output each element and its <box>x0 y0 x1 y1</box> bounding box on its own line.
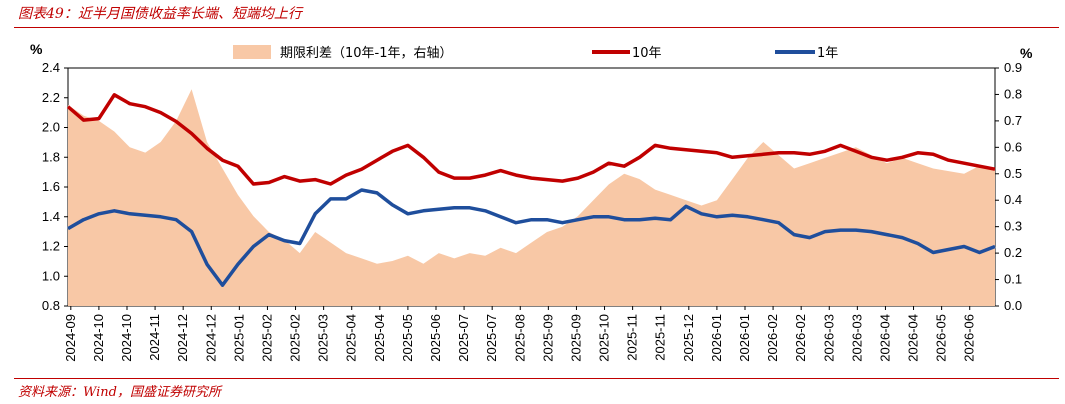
x-tick-label: 2024-11 <box>147 314 162 361</box>
right-tick-label: 0.8 <box>1004 86 1022 101</box>
left-tick-label: 1.2 <box>42 239 60 254</box>
x-tick-label: 2025-05 <box>400 314 415 362</box>
x-tick-label: 2025-01 <box>231 314 246 362</box>
x-tick-label: 2024-12 <box>175 314 190 362</box>
x-tick-label: 2025-03 <box>316 314 331 362</box>
chart-caption: 图表49：近半月国债收益率长端、短端均上行 <box>18 6 302 22</box>
x-tick-label: 2025-11 <box>653 314 668 361</box>
bottom-rule <box>14 378 1059 379</box>
left-tick-label: 2.0 <box>42 120 60 135</box>
x-tick-label: 2025-07 <box>456 314 471 362</box>
left-tick-label: 1.6 <box>42 179 60 194</box>
right-tick-label: 0.6 <box>1004 139 1022 154</box>
legend-swatch-spread <box>233 45 271 59</box>
spread-area <box>68 89 995 306</box>
right-tick-label: 0.0 <box>1004 298 1022 313</box>
legend-label-spread: 期限利差（10年-1年，右轴） <box>280 46 453 61</box>
right-tick-label: 0.5 <box>1004 166 1022 181</box>
x-tick-label: 2025-02 <box>288 314 303 362</box>
x-tick-label: 2024-10 <box>119 314 134 362</box>
x-tick-label: 2026-05 <box>934 314 949 362</box>
x-tick-label: 2026-06 <box>962 314 977 362</box>
x-tick-label: 2025-12 <box>681 314 696 362</box>
right-tick-label: 0.9 <box>1004 60 1022 75</box>
x-tick-label: 2025-10 <box>597 314 612 362</box>
x-tick-label: 2024-12 <box>203 314 218 362</box>
x-tick-label: 2024-09 <box>63 314 78 362</box>
left-tick-label: 1.4 <box>42 209 60 224</box>
right-tick-label: 0.7 <box>1004 113 1022 128</box>
x-tick-label: 2025-02 <box>259 314 274 362</box>
right-tick-label: 0.4 <box>1004 192 1022 207</box>
legend: 期限利差（10年-1年，右轴） 10年 1年 <box>233 45 838 61</box>
x-tick-label: 2025-09 <box>568 314 583 362</box>
x-tick-label: 2026-01 <box>737 314 752 362</box>
x-tick-label: 2025-04 <box>344 314 359 362</box>
right-tick-label: 0.3 <box>1004 219 1022 234</box>
x-tick-label: 2026-03 <box>849 314 864 362</box>
x-tick-label: 2026-01 <box>709 314 724 362</box>
series-line-10y <box>66 93 996 186</box>
x-tick-label: 2026-04 <box>877 314 892 362</box>
left-tick-label: 1.8 <box>42 149 60 164</box>
x-tick-label: 2025-06 <box>428 314 443 362</box>
x-tick-label: 2025-08 <box>512 314 527 362</box>
x-tick-label: 2025-07 <box>484 314 499 362</box>
source-note: 资料来源：Wind，国盛证券研究所 <box>18 385 221 400</box>
x-tick-label: 2024-10 <box>91 314 106 362</box>
right-tick-label: 0.1 <box>1004 272 1022 287</box>
left-unit-label: % <box>30 41 43 57</box>
x-tick-label: 2026-02 <box>765 314 780 362</box>
tick-labels: 2.4 2.2 2.0 1.8 1.6 1.4 1.2 1.0 0.8 0.9 0.8 0.7 0.6 0… <box>42 60 1022 362</box>
x-tick-label: 2026-02 <box>793 314 808 362</box>
left-tick-label: 0.8 <box>42 298 60 313</box>
x-tick-label: 2025-09 <box>540 314 555 362</box>
x-tick-label: 2025-04 <box>372 314 387 362</box>
right-tick-label: 0.2 <box>1004 245 1022 260</box>
x-tick-label: 2026-04 <box>906 314 921 362</box>
top-rule <box>14 27 1059 28</box>
x-tick-label: 2025-11 <box>625 314 640 361</box>
left-tick-label: 2.4 <box>42 60 60 75</box>
legend-label-1y: 1年 <box>817 46 838 61</box>
left-tick-label: 2.2 <box>42 90 60 105</box>
x-tick-label: 2026-03 <box>821 314 836 362</box>
right-unit-label: % <box>1020 45 1033 61</box>
legend-label-10y: 10年 <box>632 46 662 61</box>
left-tick-label: 1.0 <box>42 268 60 283</box>
series-line-1y <box>67 188 996 287</box>
